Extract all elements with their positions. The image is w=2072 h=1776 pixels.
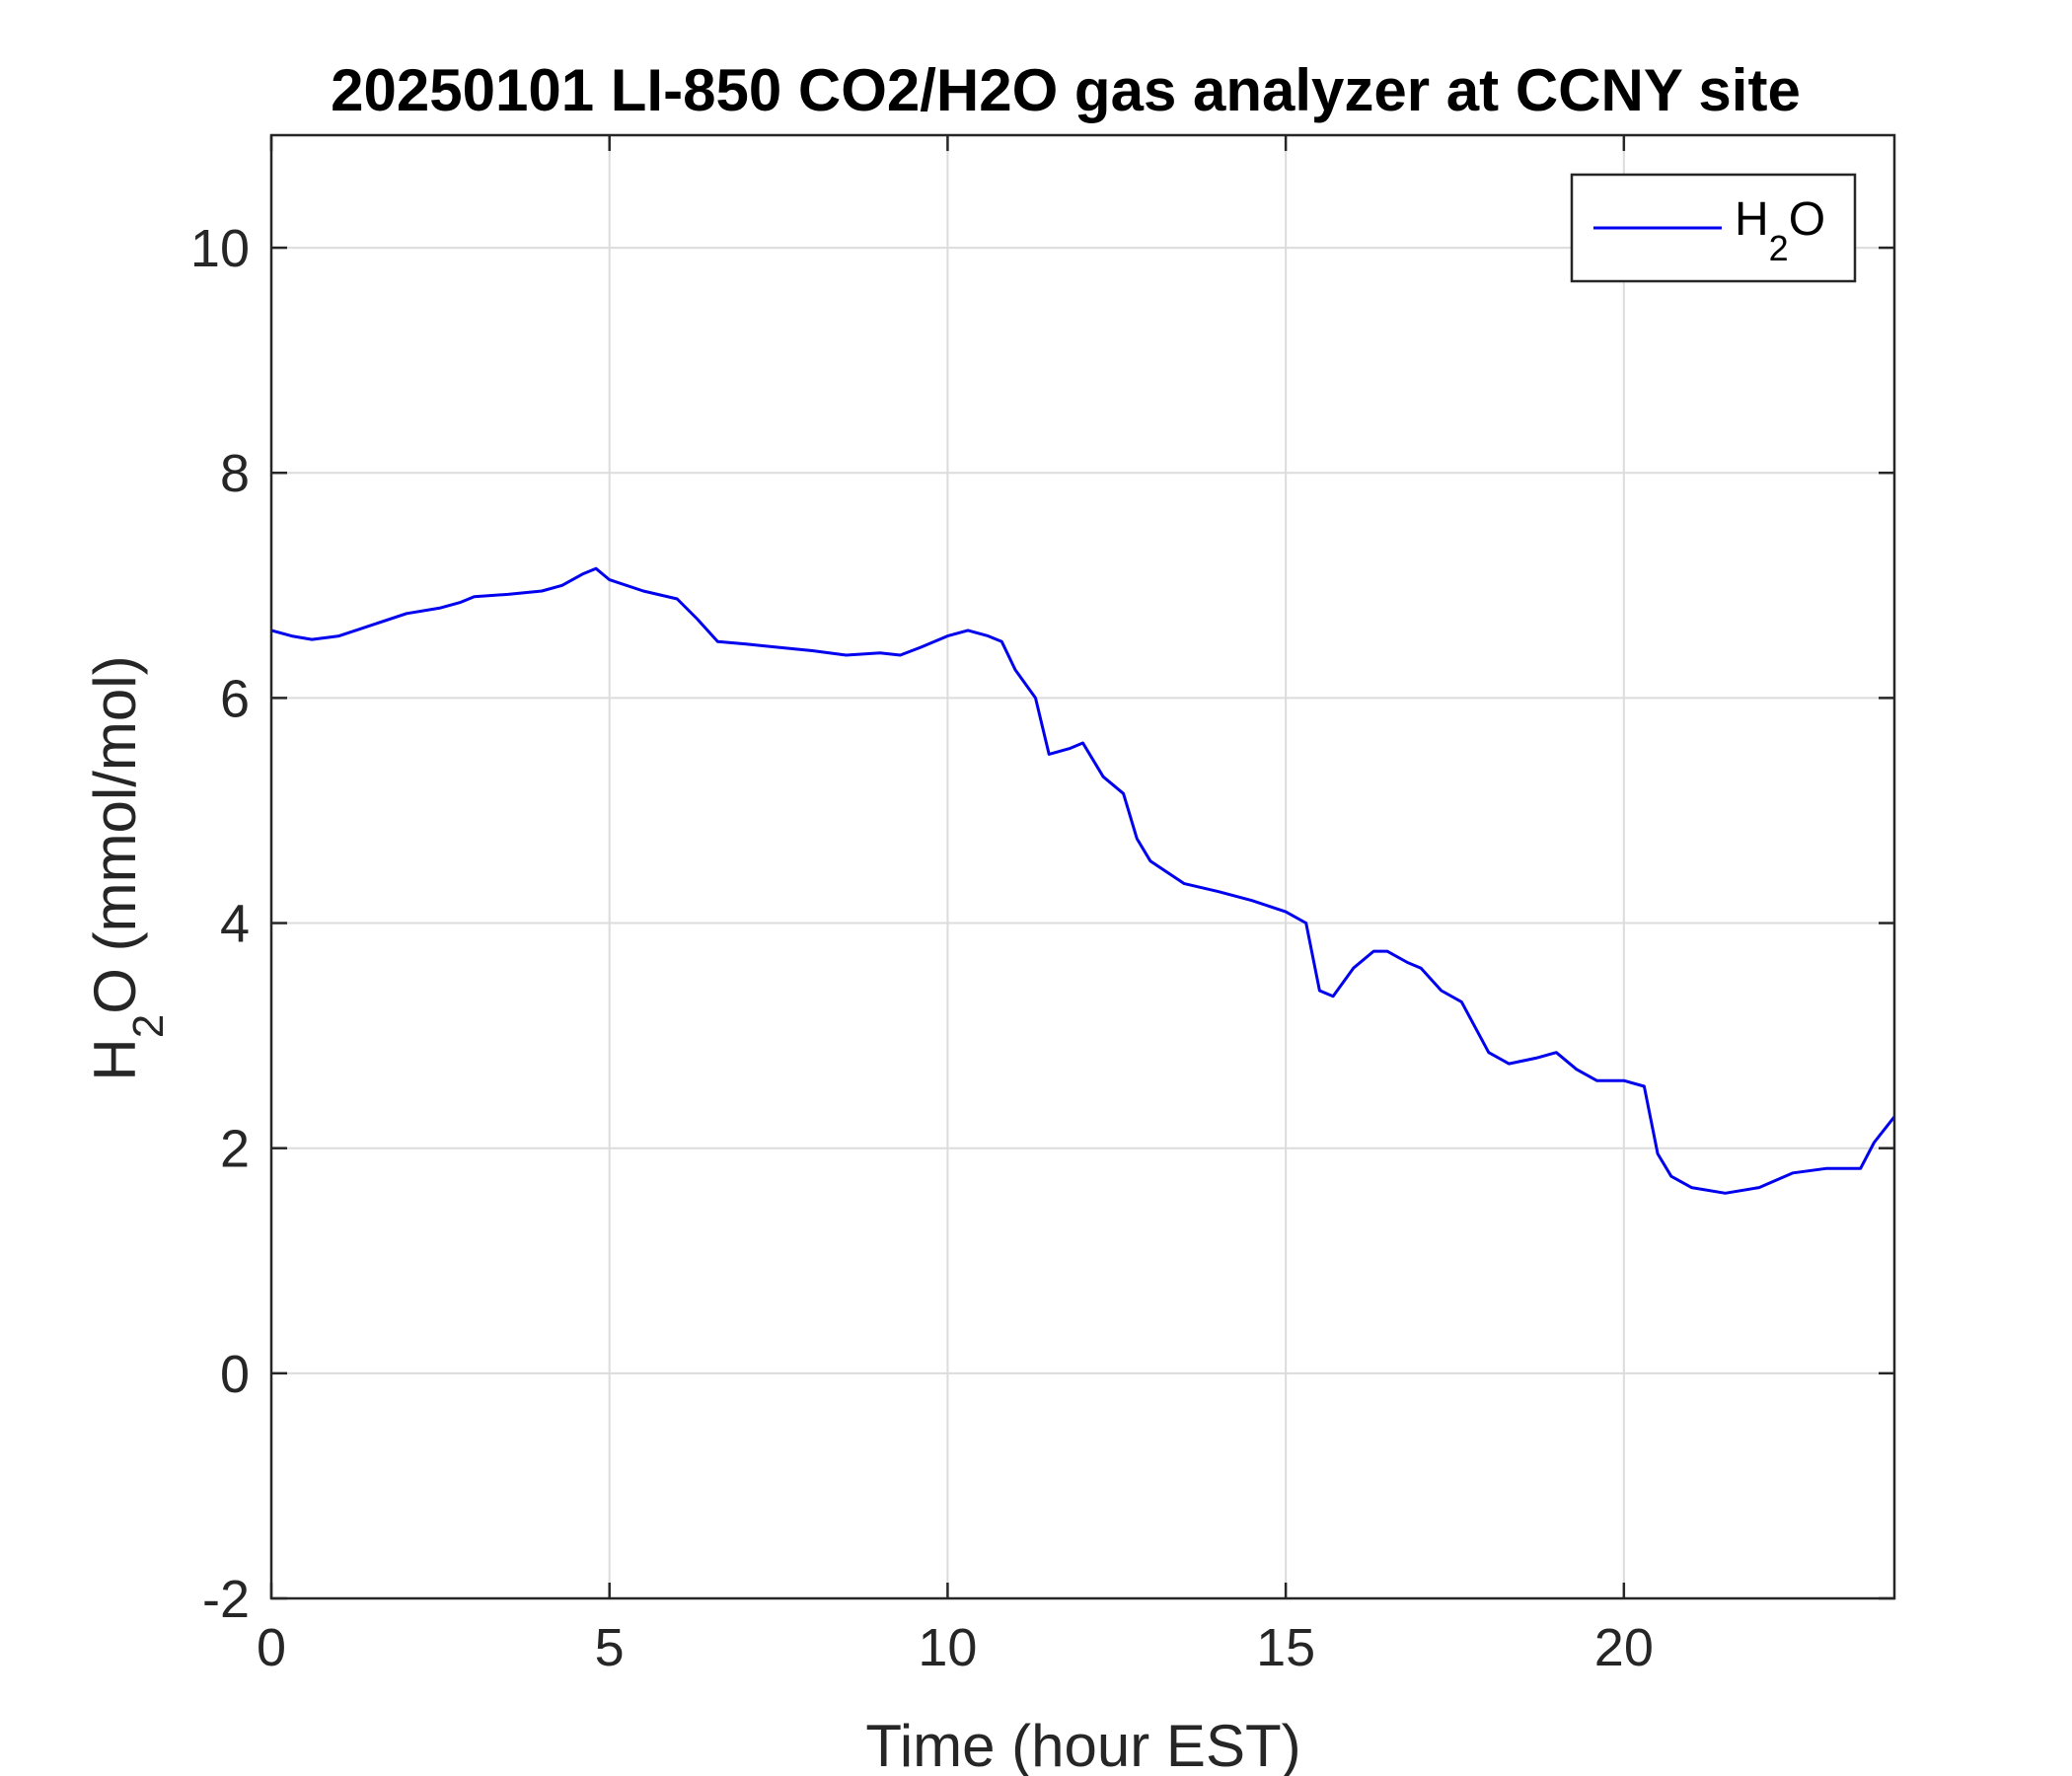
x-tick-label: 10 (918, 1618, 977, 1677)
legend-label-h2o: H2O (1735, 193, 1825, 268)
y-axis-label: H2O (mmol/mol) (82, 655, 173, 1080)
legend: H2O (1570, 173, 1857, 283)
y-tick-label: 8 (220, 444, 250, 503)
grid-lines (271, 135, 1894, 1598)
x-axis-label: Time (hour EST) (865, 1713, 1300, 1776)
x-tick-label: 20 (1594, 1618, 1654, 1677)
y-tick-label: -2 (202, 1570, 250, 1629)
axis-ticks (269, 135, 1894, 1600)
plot-area-frame (269, 133, 1896, 1600)
y-tick-label: 4 (220, 895, 250, 954)
y-tick-label: 0 (220, 1345, 250, 1404)
y-tick-label: 2 (220, 1120, 250, 1179)
chart-title: 20250101 LI-850 CO2/H2O gas analyzer at … (331, 57, 1801, 123)
x-tick-label: 5 (595, 1618, 625, 1677)
x-tick-label: 15 (1256, 1618, 1315, 1677)
y-tick-label: 10 (190, 219, 250, 278)
y-tick-label: 6 (220, 669, 250, 728)
x-tick-label: 0 (257, 1618, 286, 1677)
series-line-h2o (270, 566, 1896, 1195)
